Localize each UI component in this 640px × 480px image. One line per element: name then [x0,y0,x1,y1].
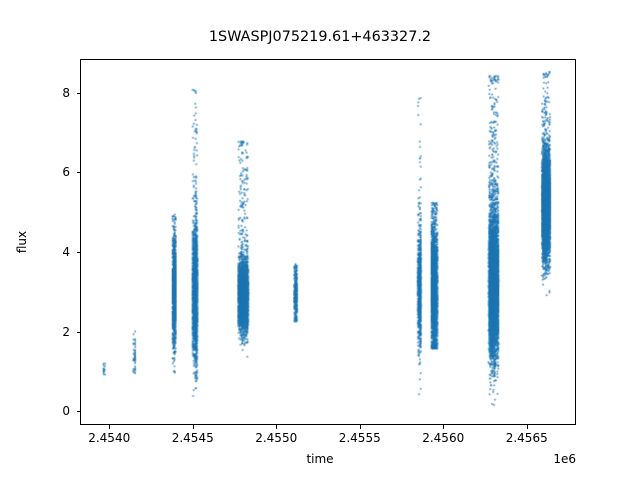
y-tick-mark [76,331,80,333]
x-tick-label: 2.4540 [88,431,131,445]
x-tick-label: 2.4545 [171,431,214,445]
chart-title: 1SWASPJ075219.61+463327.2 [208,29,432,45]
x-tick-mark [359,425,361,429]
y-tick-label: 6 [62,165,70,180]
y-tick-mark [76,172,80,174]
x-tick-mark [192,425,194,429]
y-tick-label: 2 [62,324,70,339]
scatter-data-layer [81,60,575,424]
x-tick-mark [443,425,445,429]
x-tick-label: 2.4550 [255,431,298,445]
x-tick-label: 2.4555 [338,431,381,445]
plot-axes-frame [80,59,576,425]
y-tick-mark [76,411,80,413]
x-tick-mark [526,425,528,429]
y-tick-mark [76,92,80,94]
x-tick-mark [109,425,111,429]
y-axis-label: flux [15,230,29,254]
y-tick-label: 4 [62,244,70,259]
y-tick-mark [76,251,80,253]
y-tick-label: 0 [62,404,70,419]
x-axis-offset-label: 1e6 [553,452,576,466]
y-tick-label: 8 [62,85,70,100]
x-tick-label: 2.4565 [505,431,548,445]
x-tick-mark [276,425,278,429]
x-tick-label: 2.4560 [422,431,465,445]
x-axis-label: time [306,452,334,466]
